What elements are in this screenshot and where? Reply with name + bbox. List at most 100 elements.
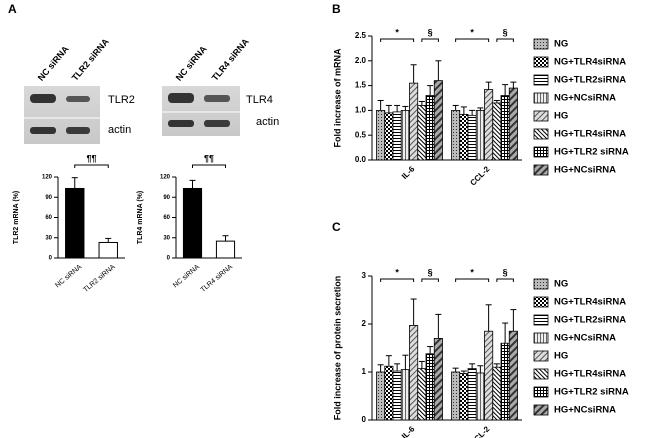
annotation: § [503,27,508,37]
y-tick-label: 60 [45,215,52,221]
legend-label: HG [554,111,568,122]
y-axis-label: TLR4 mRNA (%) [137,191,144,244]
legend-label: HG+NCsiRNA [554,405,616,416]
bar [392,111,402,161]
bar [492,366,502,421]
y-tick-label: 30 [45,235,52,241]
bar [215,240,236,259]
y-tick-label: 90 [163,195,170,201]
significance-bracket [74,164,109,168]
bar [508,330,518,421]
panel-label: C [332,220,341,234]
bar [417,368,427,421]
significance-bracket [496,278,514,282]
blot-band [30,94,56,103]
legend-swatch [533,38,549,50]
bar [459,113,469,161]
annotation: ¶¶ [204,153,214,163]
annotation: * [395,27,399,37]
x-tick-label: TLR4 siRNA [200,263,235,294]
y-axis-label: Fold increase of mRNA [332,48,342,148]
legend-label: HG+NCsiRNA [554,165,616,176]
legend-label: NG+TLR4siRNA [554,297,626,308]
x-tick-label: NC siRNA [54,263,83,289]
bar [182,187,203,259]
bar [508,87,518,161]
bar [392,370,402,421]
legend-label: HG+TLR2 siRNA [554,387,629,398]
bar [433,80,443,161]
y-tick-label: 0 [362,415,367,424]
band-label: actin [256,116,279,128]
y-tick-label: 0 [49,256,53,262]
y-tick-label: 90 [45,195,52,201]
x-tick-label: CCL-2 [468,164,491,187]
lane-label: NC siRNA [174,43,209,82]
x-tick-label: IL-6 [400,424,417,438]
panel-label: B [332,2,341,16]
blot-band [204,95,230,102]
lane-label: TLR2 siRNA [70,36,111,83]
y-tick-label: 30 [163,235,170,241]
legend-swatch [533,110,549,122]
legend-swatch [533,314,549,326]
legend-swatch [533,74,549,86]
legend-swatch [533,164,549,176]
x-tick-label: CCL-2 [468,424,491,438]
lane-label: NC siRNA [36,43,71,82]
legend-swatch [533,368,549,380]
legend-label: HG [554,351,568,362]
bar [98,241,118,259]
bar [451,110,461,161]
significance-bracket [455,38,490,42]
y-axis-label: Fold increase of protein secretion [332,276,342,421]
legend-swatch [533,146,549,158]
bar [492,102,502,161]
legend-label: NG [554,39,568,50]
annotation: § [503,267,508,277]
bar [500,342,510,421]
legend-swatch [533,404,549,416]
significance-bracket [380,38,415,42]
annotation: § [428,27,433,37]
legend-label: NG [554,279,568,290]
y-tick-label: 2 [362,319,367,328]
y-tick-label: 3 [362,271,367,280]
significance-bracket [380,278,415,282]
legend-label: HG+TLR4siRNA [554,129,626,140]
y-tick-label: 1.0 [355,106,367,115]
legend-label: NG+TLR4siRNA [554,57,626,68]
significance-bracket [192,164,226,168]
bar [475,372,485,421]
bar [425,95,435,161]
significance-bracket [421,278,439,282]
legend-swatch [533,278,549,290]
legend-swatch [533,128,549,140]
legend-swatch [533,92,549,104]
blot-band [204,120,230,127]
blot-band [168,120,194,127]
bar [500,95,510,161]
y-tick-label: 1.5 [355,81,367,90]
y-tick-label: 2.5 [355,31,367,40]
y-tick-label: 0 [167,256,171,262]
bar [400,110,410,161]
legend-label: HG+TLR4siRNA [554,369,626,380]
legend-swatch [533,386,549,398]
bar [409,325,419,421]
annotation: * [470,267,474,277]
y-tick-label: 0.0 [355,155,367,164]
legend-swatch [533,296,549,308]
x-tick-label: NC siRNA [172,263,201,289]
significance-bracket [421,38,439,42]
y-tick-label: 120 [42,175,53,181]
legend-swatch [533,350,549,362]
bar [459,373,469,421]
legend-swatch [533,56,549,68]
panel-label: A [8,2,17,16]
annotation: * [395,267,399,277]
band-label: TLR2 [108,94,135,106]
bar [484,89,494,161]
bar [384,112,394,161]
y-tick-label: 60 [163,215,170,221]
